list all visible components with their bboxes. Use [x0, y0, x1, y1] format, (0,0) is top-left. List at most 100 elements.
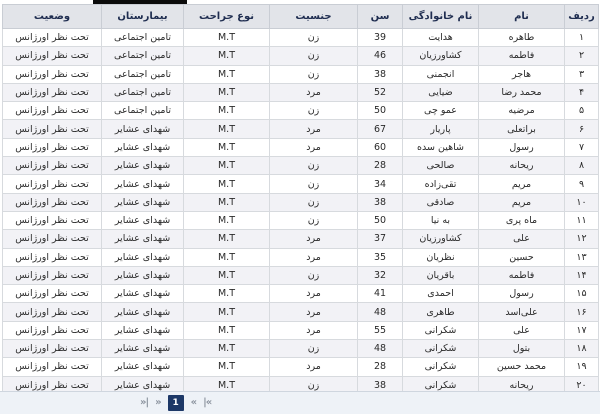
- table-body: ۱ طاهره هدایت 39 زن M.T تامین اجتماعی تح…: [2, 27, 599, 414]
- cell-hospital: شهدای عشایر: [101, 339, 184, 359]
- column-header-name[interactable]: نام: [478, 4, 565, 29]
- cell-age: 38: [357, 192, 403, 212]
- cell-name: ریحانه: [478, 156, 565, 176]
- cell-radif: ۲: [564, 46, 599, 66]
- cell-age: 50: [357, 210, 403, 231]
- top-clip-bar: [93, 0, 187, 4]
- cell-gender: زن: [269, 64, 358, 84]
- cell-age: 52: [357, 82, 403, 103]
- table-row: ۱۵ رسول احمدی 41 مرد M.T شهدای عشایر تحت…: [2, 284, 599, 304]
- column-header-age[interactable]: سن: [357, 4, 403, 29]
- table-row: ۱۴ فاطمه باقریان 32 زن M.T شهدای عشایر ت…: [2, 265, 599, 286]
- cell-family: احمدی: [402, 284, 479, 304]
- cell-hospital: تامین اجتماعی: [101, 46, 184, 66]
- table-row: ۱۶ علی‌اسد طاهری 48 مرد M.T شهدای عشایر …: [2, 302, 599, 322]
- cell-age: 28: [357, 357, 403, 377]
- cell-name: علی‌اسد: [478, 302, 565, 322]
- cell-age: 48: [357, 302, 403, 322]
- cell-gender: مرد: [269, 320, 358, 341]
- cell-status: تحت نظر اورژانس: [2, 46, 102, 66]
- pager-next-icon[interactable]: »: [155, 397, 162, 408]
- cell-age: 38: [357, 375, 403, 395]
- table-row: ۱۱ ماه پری به نیا 50 زن M.T شهدای عشایر …: [2, 210, 599, 231]
- column-header-family[interactable]: نام خانوادگی: [402, 4, 479, 29]
- cell-injury: M.T: [183, 137, 270, 158]
- column-header-status[interactable]: وضعیت: [2, 4, 102, 29]
- cell-age: 38: [357, 64, 403, 84]
- cell-family: پاریار: [402, 119, 479, 139]
- cell-hospital: شهدای عشایر: [101, 247, 184, 267]
- cell-family: صالحی: [402, 156, 479, 176]
- cell-age: 48: [357, 339, 403, 359]
- pager-last-icon[interactable]: »|: [140, 397, 149, 408]
- cell-family: هدایت: [402, 27, 479, 48]
- cell-status: تحت نظر اورژانس: [2, 174, 102, 194]
- column-header-gender[interactable]: جنسیت: [269, 4, 358, 29]
- cell-name: مریم: [478, 174, 565, 194]
- cell-hospital: شهدای عشایر: [101, 320, 184, 341]
- table-row: ۱۹ محمد حسین شکرانی 28 مرد M.T شهدای عشا…: [2, 357, 599, 377]
- cell-radif: ۱۴: [564, 265, 599, 286]
- cell-injury: M.T: [183, 302, 270, 322]
- cell-hospital: شهدای عشایر: [101, 375, 184, 395]
- cell-hospital: شهدای عشایر: [101, 229, 184, 249]
- pager-current-page[interactable]: 1: [167, 395, 184, 411]
- cell-gender: مرد: [269, 284, 358, 304]
- cell-gender: مرد: [269, 302, 358, 322]
- cell-name: فاطمه: [478, 46, 565, 66]
- cell-radif: ۱۹: [564, 357, 599, 377]
- cell-injury: M.T: [183, 210, 270, 231]
- cell-status: تحت نظر اورژانس: [2, 119, 102, 139]
- cell-name: محمد حسین: [478, 357, 565, 377]
- cell-hospital: شهدای عشایر: [101, 174, 184, 194]
- cell-age: 35: [357, 247, 403, 267]
- column-header-injury[interactable]: نوع جراحت: [183, 4, 270, 29]
- table-row: ۱۲ علی کشاورزیان 37 مرد M.T شهدای عشایر …: [2, 229, 599, 249]
- cell-family: باقریان: [402, 265, 479, 286]
- cell-family: کشاورزیان: [402, 46, 479, 66]
- cell-hospital: شهدای عشایر: [101, 119, 184, 139]
- cell-age: 37: [357, 229, 403, 249]
- cell-family: کشاورزیان: [402, 229, 479, 249]
- cell-age: 32: [357, 265, 403, 286]
- cell-gender: مرد: [269, 119, 358, 139]
- cell-injury: M.T: [183, 82, 270, 103]
- pager-prev-icon[interactable]: «: [190, 397, 198, 408]
- cell-injury: M.T: [183, 339, 270, 359]
- table-row: ۱ طاهره هدایت 39 زن M.T تامین اجتماعی تح…: [2, 27, 599, 48]
- cell-family: شکرانی: [402, 320, 479, 341]
- cell-injury: M.T: [183, 174, 270, 194]
- column-header-radif[interactable]: ردیف: [564, 4, 599, 29]
- pager-first-icon[interactable]: |«: [203, 397, 212, 408]
- cell-status: تحت نظر اورژانس: [2, 192, 102, 212]
- cell-injury: M.T: [183, 357, 270, 377]
- cell-radif: ۱۲: [564, 229, 599, 249]
- cell-family: طاهری: [402, 302, 479, 322]
- column-header-hospital[interactable]: بیمارستان: [101, 4, 184, 29]
- cell-hospital: شهدای عشایر: [101, 210, 184, 231]
- cell-name: علی: [478, 229, 565, 249]
- cell-age: 50: [357, 101, 403, 121]
- cell-hospital: تامین اجتماعی: [101, 101, 184, 121]
- cell-radif: ۱۷: [564, 320, 599, 341]
- cell-gender: مرد: [269, 357, 358, 377]
- cell-hospital: تامین اجتماعی: [101, 64, 184, 84]
- cell-name: طاهره: [478, 27, 565, 48]
- cell-family: ضیایی: [402, 82, 479, 103]
- table-row: ۷ رسول شاهین سده 60 مرد M.T شهدای عشایر …: [2, 137, 599, 158]
- cell-radif: ۷: [564, 137, 599, 158]
- cell-radif: ۱۳: [564, 247, 599, 267]
- cell-status: تحت نظر اورژانس: [2, 284, 102, 304]
- cell-name: بتول: [478, 339, 565, 359]
- cell-gender: زن: [269, 46, 358, 66]
- patients-table-wrap: ردیف نام نام خانوادگی سن جنسیت نوع جراحت…: [2, 4, 599, 414]
- cell-gender: زن: [269, 192, 358, 212]
- cell-hospital: تامین اجتماعی: [101, 27, 184, 48]
- cell-family: شکرانی: [402, 339, 479, 359]
- cell-hospital: شهدای عشایر: [101, 284, 184, 304]
- cell-injury: M.T: [183, 229, 270, 249]
- cell-radif: ۳: [564, 64, 599, 84]
- cell-age: 55: [357, 320, 403, 341]
- cell-status: تحت نظر اورژانس: [2, 320, 102, 341]
- table-row: ۵ مرضیه عمو چی 50 زن M.T تامین اجتماعی ت…: [2, 101, 599, 121]
